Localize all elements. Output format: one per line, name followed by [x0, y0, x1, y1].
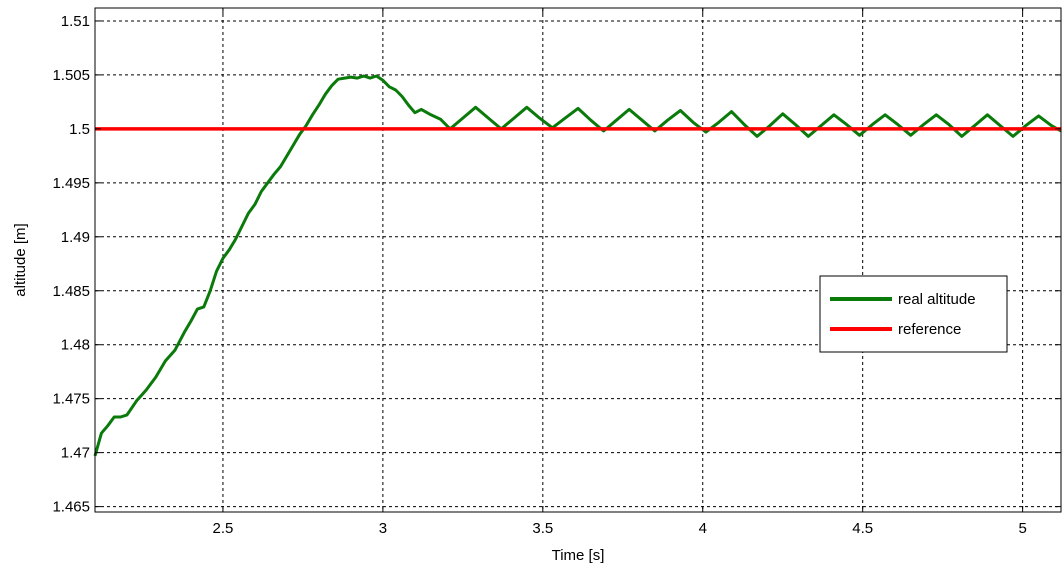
y-tick-label: 1.48 [61, 337, 90, 354]
legend-box [819, 275, 1008, 353]
y-tick-label: 1.47 [61, 445, 90, 462]
ticks: 2.5 3 3.5 4 4.5 5 1.465 1.47 1.475 1.48 1.485 1.49 1… [52, 8, 1061, 537]
x-axis-title: Time [s] [552, 547, 605, 564]
legend-label-real-altitude: real altitude [898, 291, 976, 308]
x-tick-label: 4 [699, 520, 707, 537]
x-tick-label: 4.5 [852, 520, 873, 537]
plot-frame [94, 7, 1062, 513]
y-tick-label: 1.51 [61, 13, 90, 30]
x-tick-label: 3 [379, 520, 387, 537]
y-tick-label: 1.505 [52, 67, 90, 84]
y-tick-label: 1.495 [52, 175, 90, 192]
y-tick-label: 1.485 [52, 283, 90, 300]
y-tick-label: 1.49 [61, 229, 90, 246]
x-tick-label: 2.5 [213, 520, 234, 537]
x-tick-label: 5 [1018, 520, 1026, 537]
y-tick-label: 1.475 [52, 391, 90, 408]
y-tick-label: 1.5 [69, 121, 90, 138]
legend-label-reference: reference [898, 321, 961, 338]
legend: real altitude reference [819, 275, 1008, 353]
series-layer [93, 74, 1062, 457]
x-tick-label: 3.5 [532, 520, 553, 537]
y-axis-title: altitude [m] [12, 223, 29, 296]
y-tick-label: 1.465 [52, 499, 90, 516]
